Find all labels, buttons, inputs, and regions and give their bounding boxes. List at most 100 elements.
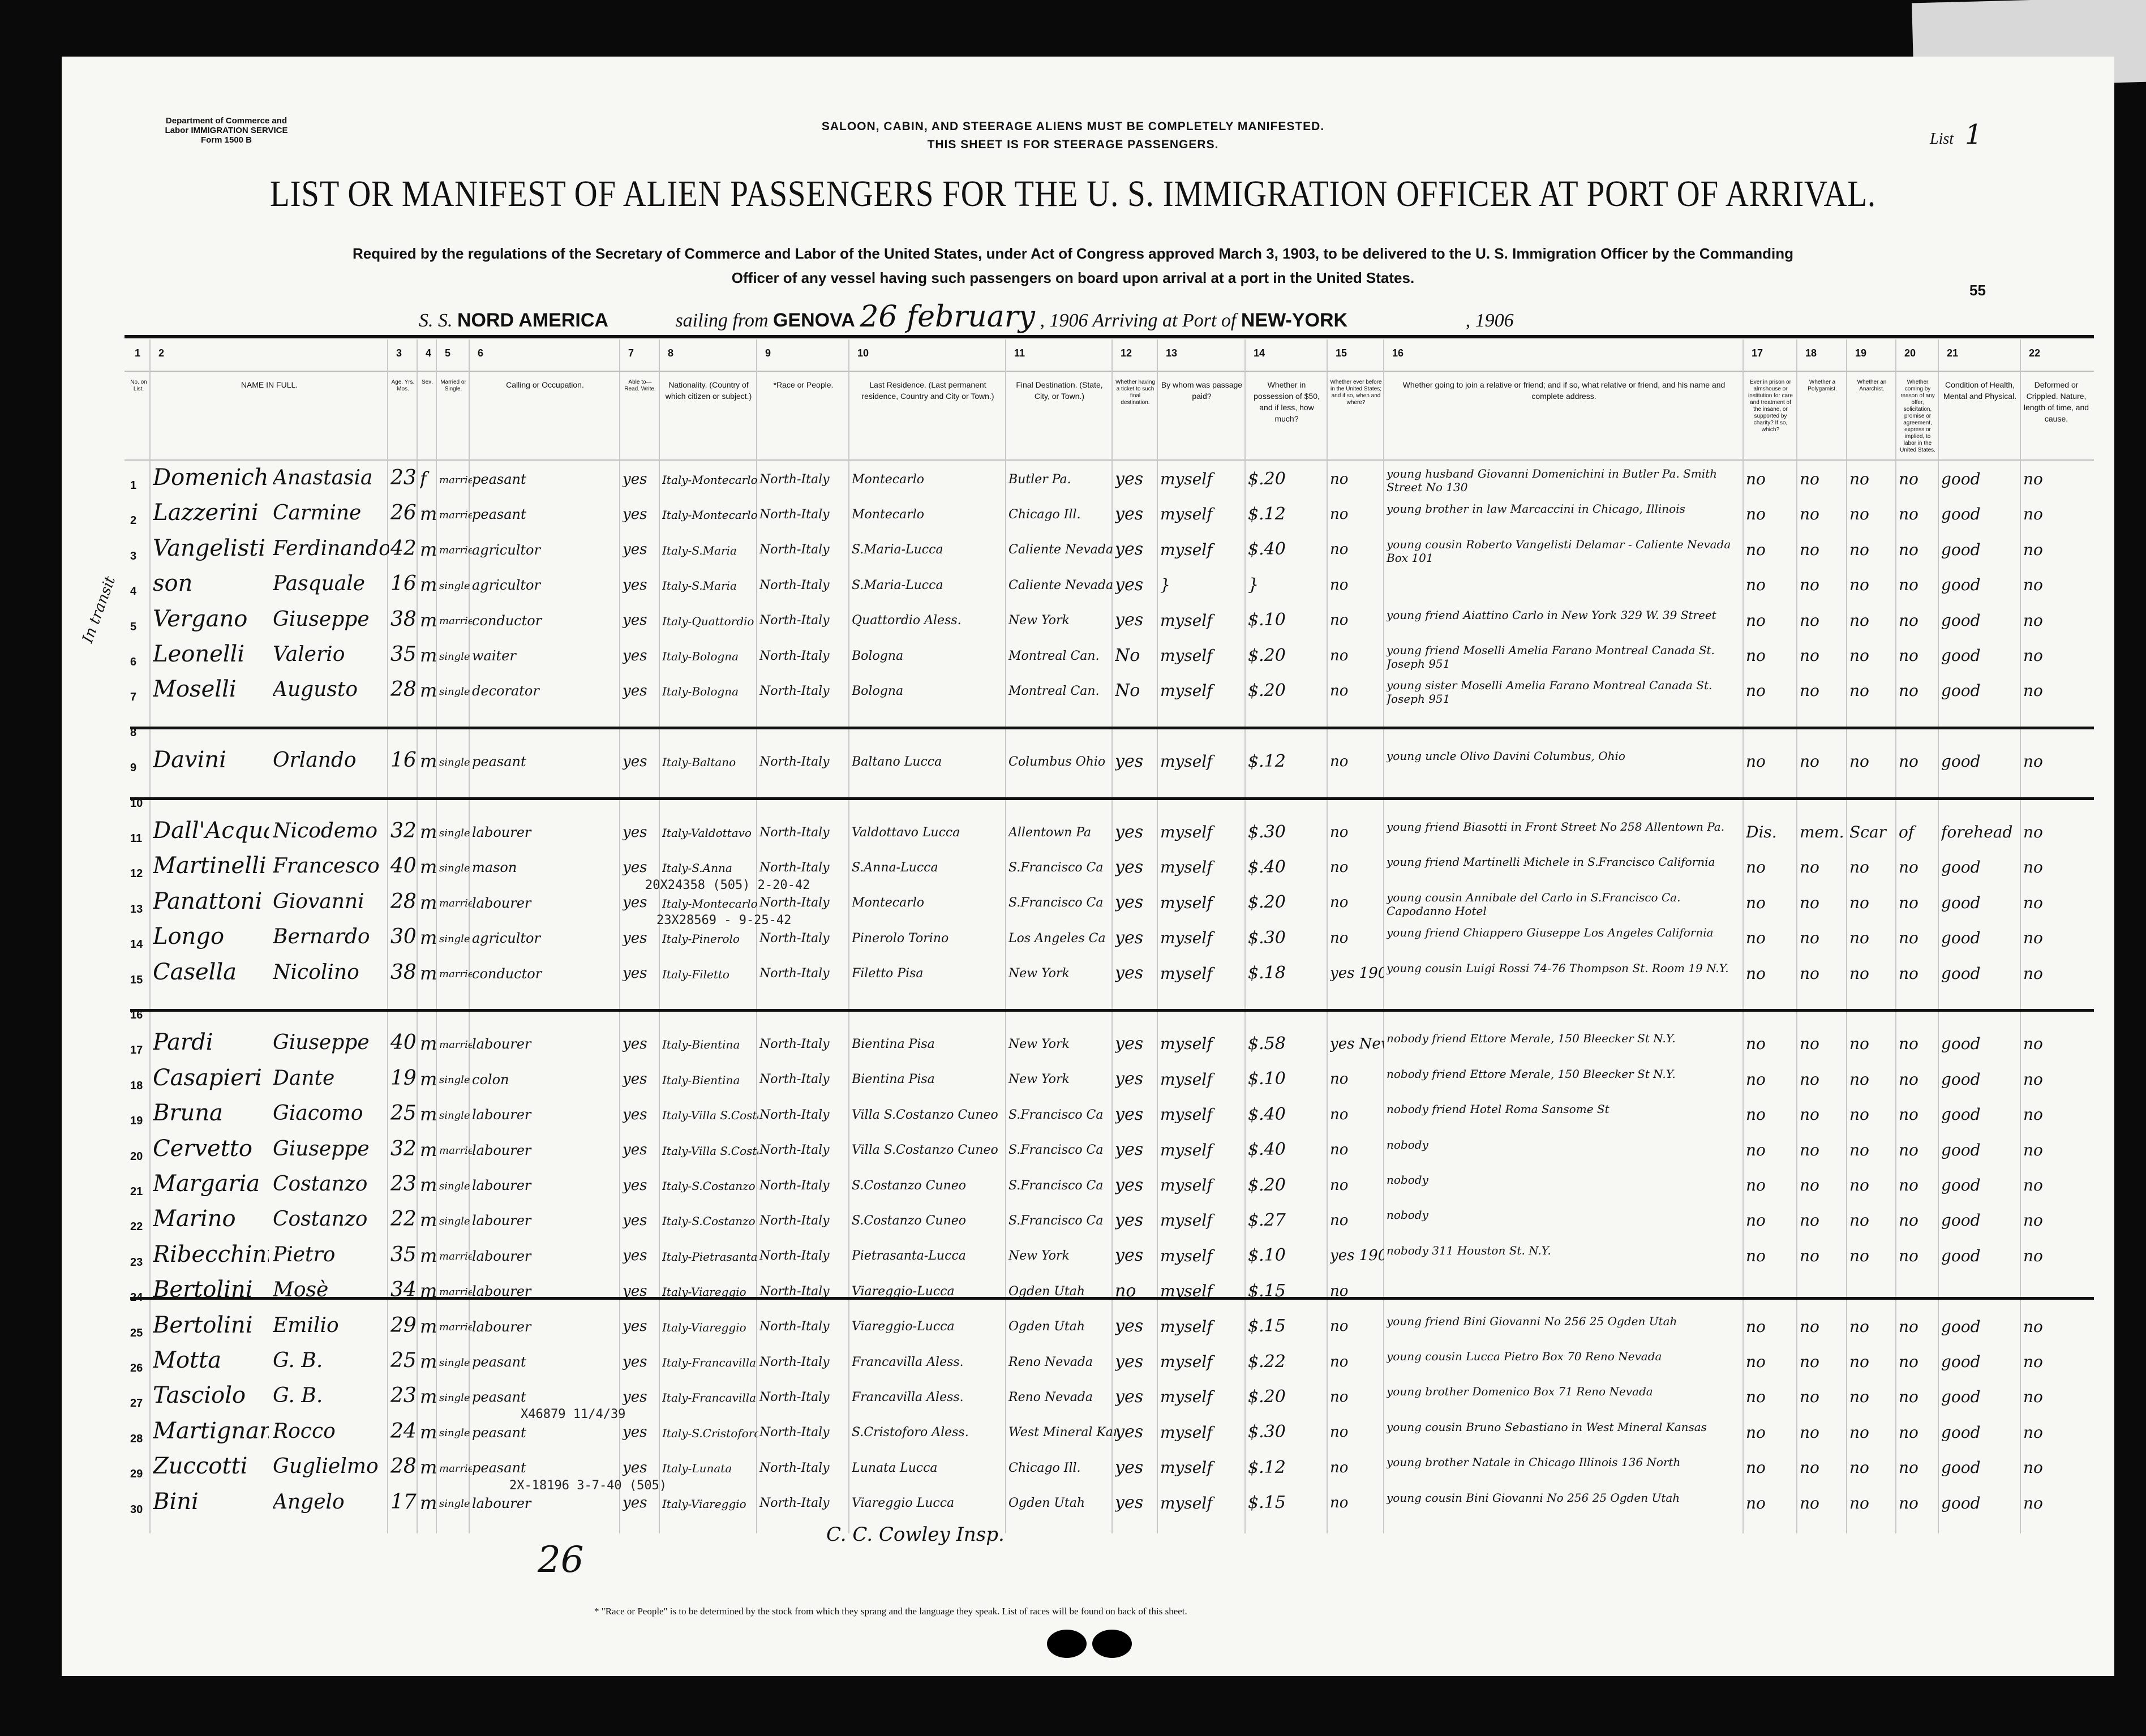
- cell-c20: no: [1899, 1387, 1918, 1407]
- cell-c18: no: [1800, 1423, 1819, 1442]
- cell-race: North-Italy: [759, 1143, 830, 1158]
- cell-c19: no: [1849, 1423, 1869, 1442]
- cell-c19: no: [1849, 893, 1869, 912]
- cell-c17: no: [1746, 858, 1766, 877]
- cell-married: single: [439, 1427, 470, 1439]
- cell-sex: m: [420, 1386, 437, 1408]
- cell-relative: young brother Natale in Chicago Illinois…: [1387, 1455, 1681, 1469]
- row-number: 7: [130, 691, 137, 704]
- cell-occupation: peasant: [472, 506, 526, 523]
- cell-before-us: no: [1330, 1071, 1349, 1088]
- row-number: 11: [130, 832, 143, 845]
- ink-blot: [1047, 1630, 1087, 1658]
- column-header-rule: [125, 459, 2094, 461]
- cell-destination: Reno Nevada: [1008, 1390, 1093, 1404]
- cell-c19: Scar: [1849, 823, 1886, 841]
- cell-money: $.40: [1248, 539, 1286, 560]
- cell-nationality: Italy-Bientina: [662, 1073, 740, 1087]
- cell-relative: young friend Aiattino Carlo in New York …: [1387, 608, 1716, 622]
- column-number: 1: [135, 347, 141, 359]
- cell-deformed: no: [2023, 752, 2043, 771]
- cell-race: North-Italy: [759, 543, 830, 557]
- cell-health: good: [1941, 1458, 1981, 1477]
- cell-residence: S.Maria-Lucca: [852, 578, 943, 592]
- cell-given: Dante: [273, 1066, 335, 1090]
- cell-c18: no: [1800, 611, 1819, 630]
- cell-c17: no: [1746, 611, 1766, 630]
- cell-married: single: [439, 1356, 470, 1369]
- cell-read-write: yes: [623, 1353, 647, 1370]
- cell-residence: Viareggio-Lucca: [852, 1320, 955, 1334]
- cell-c17: no: [1746, 470, 1766, 488]
- cell-sex: m: [420, 891, 437, 913]
- column-number: 15: [1336, 347, 1347, 359]
- cell-destination: Chicago Ill.: [1008, 1460, 1081, 1475]
- cell-money: $.15: [1248, 1493, 1286, 1513]
- cell-given: Angelo: [273, 1490, 345, 1514]
- cell-read-write: yes: [623, 1176, 647, 1194]
- cell-destination: Montreal Can.: [1008, 684, 1100, 698]
- cell-paid-by: myself: [1160, 1493, 1213, 1512]
- cell-paid-by: myself: [1160, 1352, 1213, 1371]
- cell-c17: no: [1746, 1387, 1766, 1407]
- cell-money: }: [1248, 574, 1259, 595]
- cell-ticket: yes: [1115, 1386, 1144, 1407]
- cell-paid-by: }: [1160, 575, 1170, 595]
- inspector-signature: C. C. Cowley Insp.: [826, 1523, 1005, 1546]
- cell-c20: no: [1899, 752, 1918, 771]
- cell-occupation: labourer: [472, 1318, 531, 1335]
- cell-c20: no: [1899, 964, 1918, 983]
- cell-sex: m: [420, 1351, 437, 1372]
- cell-paid-by: myself: [1160, 1069, 1213, 1089]
- cell-given: Guglielmo: [273, 1455, 379, 1479]
- row-number: 20: [130, 1150, 143, 1163]
- cell-paid-by: myself: [1160, 1034, 1213, 1054]
- cell-surname: Dall'Acqua: [153, 818, 269, 844]
- row-number: 26: [130, 1362, 143, 1374]
- cell-married: married: [439, 1321, 472, 1334]
- cell-destination: West Mineral Kansas: [1008, 1425, 1116, 1440]
- cell-surname: Cervetto: [153, 1135, 252, 1162]
- cell-before-us: yes 1904 New York: [1330, 1247, 1384, 1265]
- cell-race: North-Italy: [759, 1320, 830, 1334]
- cell-read-write: yes: [623, 1106, 647, 1123]
- row-number: 19: [130, 1115, 143, 1128]
- cell-money: $.27: [1248, 1210, 1286, 1230]
- cell-given: Augusto: [273, 678, 358, 702]
- cell-occupation: peasant: [472, 1354, 526, 1370]
- cell-paid-by: myself: [1160, 752, 1213, 771]
- cell-c20: no: [1899, 893, 1918, 912]
- cell-c18: no: [1800, 1317, 1819, 1336]
- cell-read-write: yes: [623, 1071, 647, 1088]
- cell-ticket: yes: [1115, 539, 1144, 560]
- manifest-sheet: [62, 57, 2114, 1676]
- cell-ticket: No: [1115, 680, 1140, 701]
- cell-health: good: [1941, 540, 1981, 559]
- cell-destination: Caliente Nevada: [1008, 578, 1114, 592]
- cell-relative: young cousin Luigi Rossi 74-76 Thompson …: [1387, 961, 1729, 975]
- cell-paid-by: myself: [1160, 646, 1213, 665]
- cell-money: $.20: [1248, 1175, 1286, 1195]
- cell-occupation: labourer: [472, 1107, 531, 1123]
- cell-surname: Martignano: [153, 1417, 269, 1444]
- cell-race: North-Italy: [759, 860, 830, 875]
- cell-residence: Bientina Pisa: [852, 1072, 935, 1087]
- cell-health: good: [1941, 1034, 1981, 1054]
- cell-c17: no: [1746, 1317, 1766, 1336]
- cell-ticket: yes: [1115, 469, 1144, 489]
- row-number: 13: [130, 903, 143, 916]
- cell-race: North-Italy: [759, 1072, 830, 1087]
- cell-deformed: no: [2023, 929, 2043, 948]
- cell-read-write: yes: [623, 894, 647, 912]
- cell-occupation: labourer: [472, 1178, 531, 1193]
- cell-destination: S.Francisco Ca: [1008, 896, 1104, 910]
- annotation-row-12: 20X24358 (505) 2-20-42: [645, 878, 810, 892]
- cell-health: forehead: [1941, 823, 2013, 841]
- cell-money: $.20: [1248, 892, 1286, 913]
- cell-before-us: no: [1330, 1459, 1349, 1476]
- cell-married: single: [439, 1498, 470, 1510]
- cell-sex: m: [420, 1315, 437, 1337]
- cell-health: good: [1941, 1069, 1981, 1089]
- cell-occupation: labourer: [472, 895, 531, 911]
- cell-given: G. B.: [273, 1384, 323, 1408]
